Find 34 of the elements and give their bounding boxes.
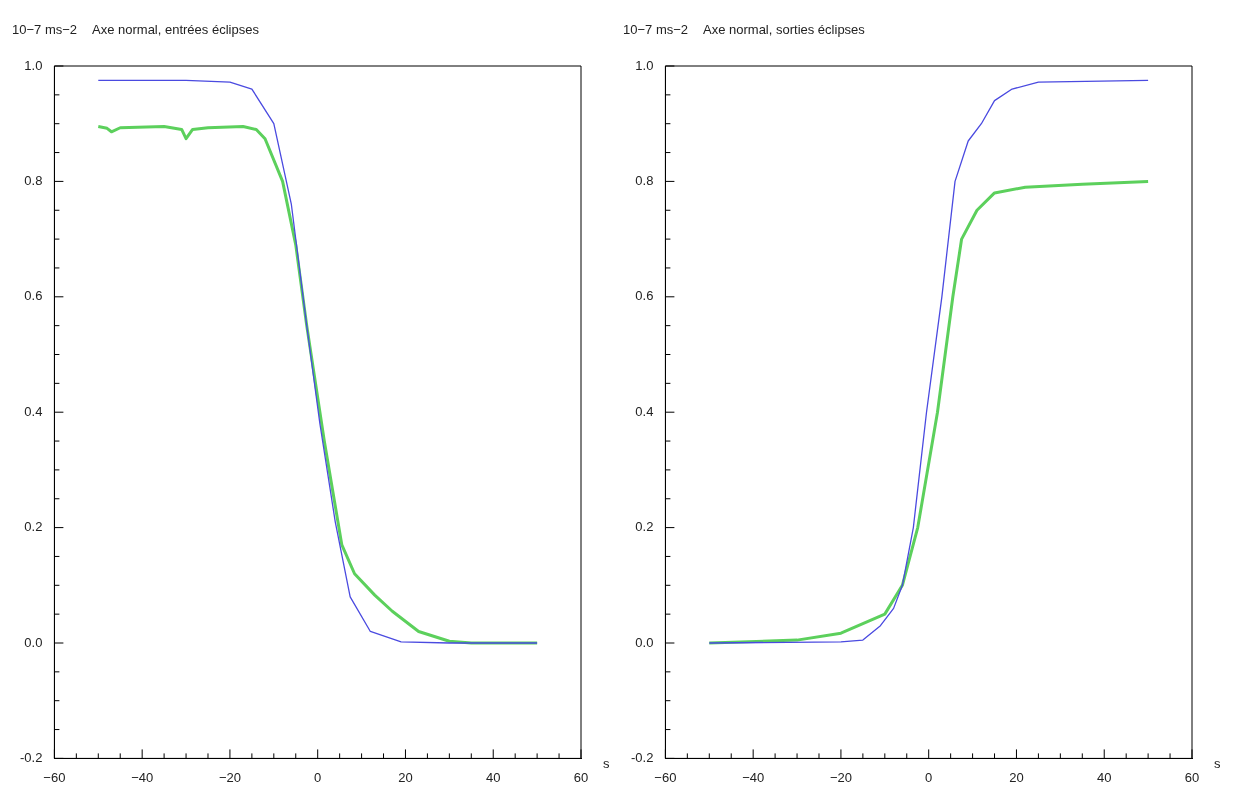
chart-title: Axe normal, sorties éclipses (703, 21, 866, 37)
y-tick-label: 0.6 (635, 288, 654, 304)
x-tick-label: −60 (43, 769, 66, 785)
chart-title: Axe normal, entrées éclipses (92, 21, 260, 37)
y-axis-title: 10−7 ms−2 (12, 21, 78, 37)
x-tick-label: −60 (654, 769, 677, 785)
x-tick-label: 0 (314, 769, 322, 785)
y-tick-label: 1.0 (635, 57, 654, 73)
y-tick-label: -0.2 (19, 749, 43, 765)
x-tick-label: −40 (131, 769, 154, 785)
y-tick-label: 1.0 (24, 57, 43, 73)
x-tick-label: −40 (742, 769, 765, 785)
x-tick-label: 0 (925, 769, 933, 785)
y-tick-label: -0.2 (630, 749, 654, 765)
y-tick-label: 0.4 (635, 403, 654, 419)
x-axis-title: s (603, 755, 610, 771)
y-tick-label: 0.2 (24, 519, 43, 535)
x-tick-label: 40 (1097, 769, 1112, 785)
y-tick-label: 0.4 (24, 403, 43, 419)
x-axis-title: s (1214, 755, 1221, 771)
x-tick-label: −20 (218, 769, 241, 785)
x-tick-label: 60 (573, 769, 589, 785)
x-tick-label: 40 (486, 769, 501, 785)
y-tick-label: 0.8 (24, 172, 43, 188)
y-axis-title: 10−7 ms−2 (623, 21, 689, 37)
x-tick-label: −20 (829, 769, 852, 785)
x-tick-label: 20 (1009, 769, 1024, 785)
y-tick-label: 0.0 (24, 634, 43, 650)
y-tick-label: 0.8 (635, 172, 654, 188)
x-tick-label: 60 (1184, 769, 1200, 785)
y-tick-label: 0.6 (24, 288, 43, 304)
y-tick-label: 0.2 (635, 519, 654, 535)
y-tick-label: 0.0 (635, 634, 654, 650)
x-tick-label: 20 (398, 769, 413, 785)
